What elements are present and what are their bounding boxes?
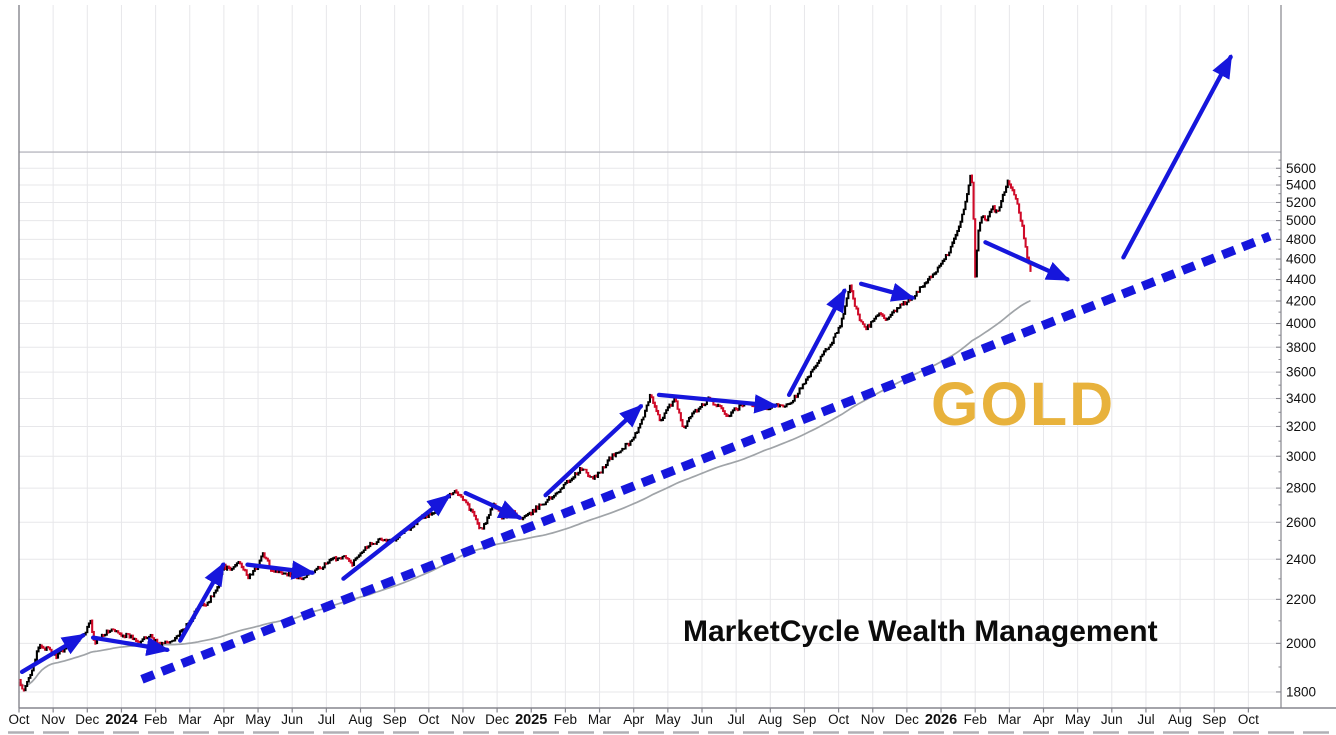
svg-text:Mar: Mar	[178, 712, 202, 727]
svg-text:2600: 2600	[1286, 515, 1316, 530]
svg-text:May: May	[1065, 712, 1091, 727]
moving-average-line	[18, 299, 1031, 688]
svg-text:Apr: Apr	[1033, 712, 1055, 727]
svg-text:Jul: Jul	[318, 712, 335, 727]
svg-text:4600: 4600	[1286, 252, 1316, 267]
svg-text:Mar: Mar	[998, 712, 1022, 727]
svg-text:3000: 3000	[1286, 449, 1316, 464]
svg-text:Feb: Feb	[964, 712, 987, 727]
svg-text:Nov: Nov	[861, 712, 885, 727]
support-trendline	[140, 231, 1272, 684]
svg-text:Jun: Jun	[691, 712, 713, 727]
instrument-label: GOLD	[931, 370, 1116, 438]
svg-text:5000: 5000	[1286, 213, 1316, 228]
svg-text:Oct: Oct	[1238, 712, 1259, 727]
svg-text:5600: 5600	[1286, 161, 1316, 176]
svg-text:Apr: Apr	[623, 712, 645, 727]
svg-text:Mar: Mar	[588, 712, 612, 727]
svg-text:5400: 5400	[1286, 178, 1316, 193]
svg-text:4200: 4200	[1286, 294, 1316, 309]
svg-text:Oct: Oct	[828, 712, 849, 727]
svg-text:2024: 2024	[105, 712, 137, 728]
svg-text:Sep: Sep	[792, 712, 816, 727]
svg-text:Jul: Jul	[728, 712, 745, 727]
price-series-bars	[19, 174, 1032, 692]
svg-text:3800: 3800	[1286, 340, 1316, 355]
svg-text:Sep: Sep	[1202, 712, 1226, 727]
svg-text:Jun: Jun	[281, 712, 303, 727]
svg-text:May: May	[655, 712, 681, 727]
svg-text:2800: 2800	[1286, 481, 1316, 496]
svg-text:5200: 5200	[1286, 195, 1316, 210]
x-axis-labels: Oct Nov Dec 2024 Feb Mar Apr May Jun Jul Aug Sep Oct…	[8, 712, 1259, 728]
svg-text:2400: 2400	[1286, 552, 1316, 567]
svg-text:2025: 2025	[515, 712, 547, 728]
svg-text:4800: 4800	[1286, 232, 1316, 247]
svg-text:Jul: Jul	[1137, 712, 1154, 727]
annotation-arrows	[19, 54, 1233, 675]
svg-text:Dec: Dec	[485, 712, 509, 727]
svg-text:Sep: Sep	[383, 712, 407, 727]
svg-text:Feb: Feb	[554, 712, 577, 727]
svg-text:2026: 2026	[925, 712, 957, 728]
svg-text:3600: 3600	[1286, 365, 1316, 380]
svg-text:Aug: Aug	[1168, 712, 1192, 727]
svg-text:Jun: Jun	[1101, 712, 1123, 727]
svg-text:Dec: Dec	[895, 712, 919, 727]
svg-text:Oct: Oct	[8, 712, 29, 727]
svg-text:3400: 3400	[1286, 391, 1316, 406]
svg-text:2200: 2200	[1286, 592, 1316, 607]
svg-text:1800: 1800	[1286, 685, 1316, 700]
svg-text:Aug: Aug	[758, 712, 782, 727]
y-axis-labels: 1800 2000 2200 2400 2600 2800 3000 3200 3400 3600…	[1286, 161, 1316, 700]
svg-text:May: May	[245, 712, 271, 727]
watermark-text: MarketCycle Wealth Management	[683, 615, 1158, 648]
svg-text:Feb: Feb	[144, 712, 167, 727]
svg-text:Apr: Apr	[213, 712, 235, 727]
svg-text:4400: 4400	[1286, 272, 1316, 287]
svg-text:Nov: Nov	[451, 712, 475, 727]
svg-text:Nov: Nov	[41, 712, 65, 727]
svg-text:2000: 2000	[1286, 636, 1316, 651]
gridlines	[19, 5, 1281, 708]
svg-text:4000: 4000	[1286, 316, 1316, 331]
axes	[8, 5, 1336, 734]
svg-text:3200: 3200	[1286, 419, 1316, 434]
svg-text:Oct: Oct	[418, 712, 439, 727]
svg-text:Aug: Aug	[348, 712, 372, 727]
svg-text:Dec: Dec	[75, 712, 99, 727]
